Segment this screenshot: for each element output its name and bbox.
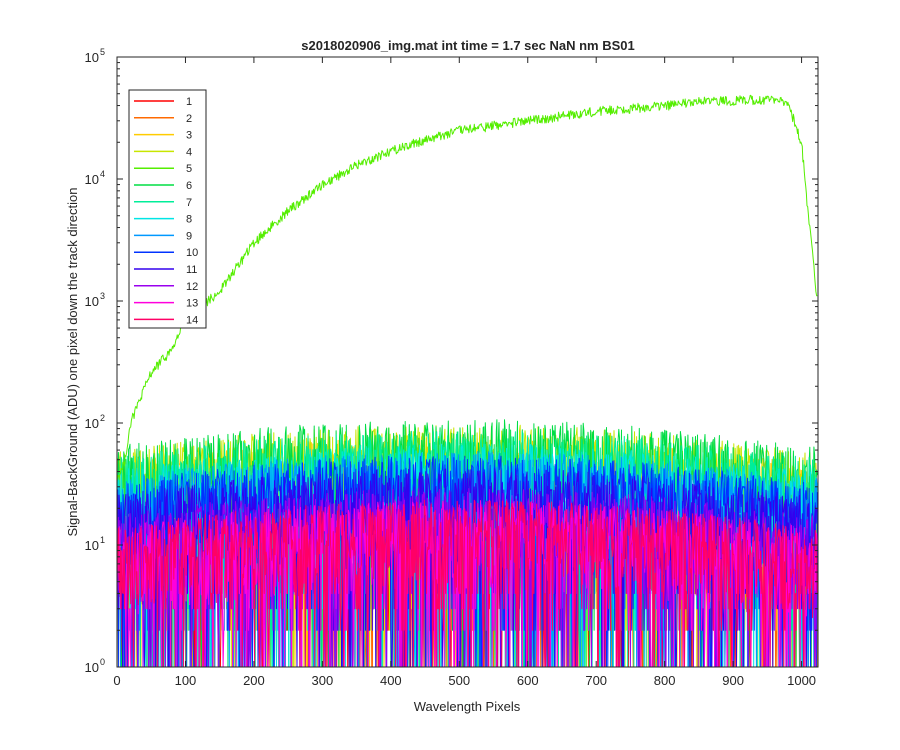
x-tick-label: 500 (448, 673, 470, 688)
y-tick-label: 10 (85, 660, 99, 675)
x-tick-label: 100 (175, 673, 197, 688)
x-tick-label: 600 (517, 673, 539, 688)
plot-area-border (116, 56, 819, 668)
chart-title: s2018020906_img.mat int time = 1.7 sec N… (301, 38, 635, 53)
y-tick-label: 10 (85, 294, 99, 309)
y-tick-label-exponent: 2 (100, 413, 105, 423)
legend-label-6: 6 (186, 180, 192, 192)
legend-label-14: 14 (186, 314, 198, 326)
y-tick-label: 10 (85, 416, 99, 431)
y-tick-label: 10 (85, 538, 99, 553)
x-tick-label: 400 (380, 673, 402, 688)
series-line-13 (116, 499, 818, 668)
legend-label-5: 5 (186, 163, 192, 175)
x-tick-label: 300 (312, 673, 334, 688)
series-line-14 (116, 499, 818, 668)
series-line-5 (116, 94, 818, 482)
y-axis-label: Signal-BackGround (ADU) one pixel down t… (65, 187, 80, 536)
legend-label-3: 3 (186, 130, 192, 142)
legend-label-7: 7 (186, 197, 192, 209)
x-tick-label: 1000 (787, 673, 816, 688)
legend-label-1: 1 (186, 96, 192, 108)
y-tick-label-exponent: 3 (100, 291, 105, 301)
legend-label-12: 12 (186, 281, 198, 293)
legend-label-8: 8 (186, 214, 192, 226)
legend-label-4: 4 (186, 146, 192, 158)
legend-label-10: 10 (186, 247, 198, 259)
legend-label-9: 9 (186, 230, 192, 242)
y-tick-label-exponent: 5 (100, 47, 105, 57)
x-axis-ticks: 0 100 200 300 400 500 600 700 800 900 1000 (113, 57, 816, 688)
x-tick-label: 0 (113, 673, 120, 688)
y-tick-label-exponent: 4 (100, 169, 105, 179)
y-tick-label: 10 (85, 50, 99, 65)
x-tick-label: 800 (654, 673, 676, 688)
y-tick-label: 10 (85, 172, 99, 187)
legend-label-2: 2 (186, 113, 192, 125)
legend-box (128, 89, 207, 329)
x-tick-label: 700 (585, 673, 607, 688)
series-line-11 (116, 468, 818, 668)
legend-label-13: 13 (186, 298, 198, 310)
legend-label-11: 11 (186, 264, 197, 276)
x-tick-label: 900 (722, 673, 744, 688)
x-tick-label: 200 (243, 673, 265, 688)
x-axis-label: Wavelength Pixels (414, 699, 521, 714)
series-layer (116, 94, 818, 668)
y-tick-label-exponent: 1 (100, 535, 105, 545)
y-tick-label-exponent: 0 (100, 657, 105, 667)
